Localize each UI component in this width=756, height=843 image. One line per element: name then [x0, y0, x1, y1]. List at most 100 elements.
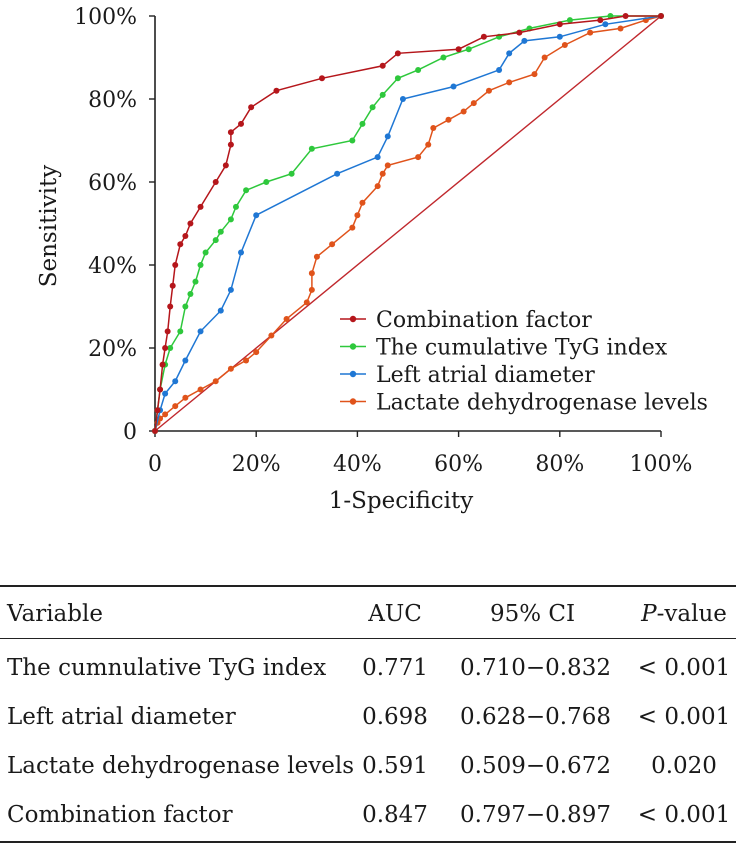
- series-point-left-atrial-diameter: [334, 170, 341, 177]
- series-point-left-atrial-diameter: [182, 357, 189, 364]
- series-point-left-atrial-diameter: [602, 21, 609, 28]
- series-point-the-cumulative-tyg-index: [349, 137, 356, 144]
- series-point-combination-factor: [162, 345, 169, 351]
- y-tick-label-4: 80%: [88, 88, 137, 113]
- series-point-combination-factor: [164, 328, 171, 335]
- series-point-the-cumulative-tyg-index: [308, 145, 315, 152]
- series-point-lactate-dehydrogenase-levels: [283, 315, 290, 322]
- series-point-the-cumulative-tyg-index: [288, 170, 295, 177]
- series-point-lactate-dehydrogenase-levels: [162, 411, 169, 418]
- series-point-the-cumulative-tyg-index: [394, 75, 401, 82]
- row-3-auc: 0.591: [362, 753, 428, 779]
- series-point-the-cumulative-tyg-index: [192, 278, 199, 285]
- header-variable: Variable: [7, 601, 103, 627]
- series-point-the-cumulative-tyg-index: [197, 262, 204, 268]
- header-auc: AUC: [368, 601, 422, 627]
- legend-label-the-cumulative-tyg-index: The cumulative TyG index: [376, 336, 668, 361]
- series-point-combination-factor: [222, 162, 229, 169]
- series-point-lactate-dehydrogenase-levels: [212, 378, 219, 385]
- series-point-combination-factor: [212, 179, 219, 185]
- series-point-lactate-dehydrogenase-levels: [430, 125, 437, 132]
- series-point-combination-factor: [152, 428, 158, 434]
- series-point-lactate-dehydrogenase-levels: [268, 332, 275, 339]
- series-point-combination-factor: [379, 62, 386, 69]
- series-point-combination-factor: [622, 13, 629, 19]
- series-point-lactate-dehydrogenase-levels: [308, 270, 315, 277]
- series-point-lactate-dehydrogenase-levels: [470, 100, 477, 107]
- series-point-left-atrial-diameter: [556, 33, 563, 40]
- series-point-lactate-dehydrogenase-levels: [253, 349, 260, 356]
- series-point-the-cumulative-tyg-index: [369, 104, 376, 111]
- series-point-lactate-dehydrogenase-levels: [617, 25, 624, 32]
- series-point-the-cumulative-tyg-index: [212, 237, 219, 244]
- series-point-the-cumulative-tyg-index: [167, 345, 174, 351]
- series-point-the-cumulative-tyg-index: [177, 328, 184, 335]
- row-4-auc: 0.847: [362, 802, 428, 828]
- series-point-left-atrial-diameter: [238, 249, 245, 256]
- series-line-the-cumulative-tyg-index: [154, 15, 661, 432]
- x-axis-label: 1-Specificity: [329, 488, 474, 514]
- row-1-auc: 0.771: [362, 655, 428, 681]
- series-point-combination-factor: [157, 386, 164, 393]
- legend-marker-the-cumulative-tyg-index: [349, 343, 357, 350]
- series-point-lactate-dehydrogenase-levels: [197, 386, 204, 393]
- row-2-variable: Left atrial diameter: [7, 704, 236, 730]
- x-tick-label-3: 60%: [434, 452, 483, 477]
- series-point-combination-factor: [159, 361, 166, 368]
- series-point-the-cumulative-tyg-index: [379, 91, 386, 98]
- series-point-left-atrial-diameter: [374, 154, 381, 161]
- series-point-the-cumulative-tyg-index: [227, 216, 234, 223]
- series-point-lactate-dehydrogenase-levels: [349, 224, 356, 231]
- series-point-lactate-dehydrogenase-levels: [359, 199, 366, 206]
- series-point-combination-factor: [227, 129, 234, 136]
- series-point-the-cumulative-tyg-index: [182, 303, 189, 310]
- series-point-the-cumulative-tyg-index: [440, 54, 447, 61]
- y-tick-label-1: 20%: [88, 337, 137, 362]
- y-tick-label-3: 60%: [88, 171, 137, 196]
- series-point-lactate-dehydrogenase-levels: [415, 154, 422, 161]
- header-ci: 95% CI: [489, 601, 576, 627]
- row-1-p-value: < 0.001: [637, 655, 731, 681]
- series-point-combination-factor: [187, 220, 194, 227]
- series-point-lactate-dehydrogenase-levels: [243, 357, 250, 364]
- series-point-lactate-dehydrogenase-levels: [460, 108, 467, 115]
- row-4-p-value: < 0.001: [637, 802, 731, 828]
- series-point-the-cumulative-tyg-index: [359, 120, 366, 127]
- series-point-lactate-dehydrogenase-levels: [374, 183, 381, 190]
- series-point-combination-factor: [556, 21, 563, 28]
- roc-chart: 0 20% 40% 60% 80% 100% 0 20% 40% 60% 80% 100% Combi…: [36, 5, 708, 514]
- series-point-lactate-dehydrogenase-levels: [425, 141, 432, 148]
- row-2-p-value: < 0.001: [637, 704, 731, 730]
- series-point-lactate-dehydrogenase-levels: [172, 403, 179, 410]
- x-tick-label-5: 100%: [630, 452, 693, 477]
- series-point-combination-factor: [597, 17, 604, 24]
- series-point-lactate-dehydrogenase-levels: [313, 253, 320, 260]
- series-point-combination-factor: [177, 241, 184, 248]
- row-4-variable: Combination factor: [7, 802, 233, 828]
- row-4-ci: 0.797−0.897: [460, 802, 611, 828]
- series-point-combination-factor: [455, 46, 462, 53]
- series-point-lactate-dehydrogenase-levels: [541, 54, 548, 61]
- series-point-the-cumulative-tyg-index: [232, 203, 239, 210]
- series-point-combination-factor: [273, 87, 280, 94]
- series-point-lactate-dehydrogenase-levels: [531, 71, 538, 78]
- series-point-combination-factor: [172, 262, 179, 268]
- row-3-variable: Lactate dehydrogenase levels: [7, 753, 355, 779]
- x-tick-label-0: 0: [148, 452, 162, 477]
- x-tick-label-1: 20%: [232, 452, 281, 477]
- series-point-left-atrial-diameter: [227, 286, 234, 293]
- series-point-combination-factor: [197, 203, 204, 210]
- series-point-left-atrial-diameter: [384, 133, 391, 140]
- series-point-combination-factor: [182, 232, 189, 239]
- series-point-combination-factor: [248, 104, 255, 111]
- legend-marker-lactate-dehydrogenase-levels: [349, 398, 357, 405]
- series-point-combination-factor: [169, 282, 176, 289]
- series-point-the-cumulative-tyg-index: [217, 228, 224, 235]
- series-point-combination-factor: [227, 141, 234, 148]
- series-point-the-cumulative-tyg-index: [243, 187, 250, 194]
- series-point-the-cumulative-tyg-index: [566, 17, 573, 24]
- row-3-ci: 0.509−0.672: [460, 753, 611, 779]
- row-1-variable: The cumnulative TyG index: [7, 655, 327, 681]
- series-point-combination-factor: [238, 120, 245, 127]
- series-point-lactate-dehydrogenase-levels: [587, 29, 594, 36]
